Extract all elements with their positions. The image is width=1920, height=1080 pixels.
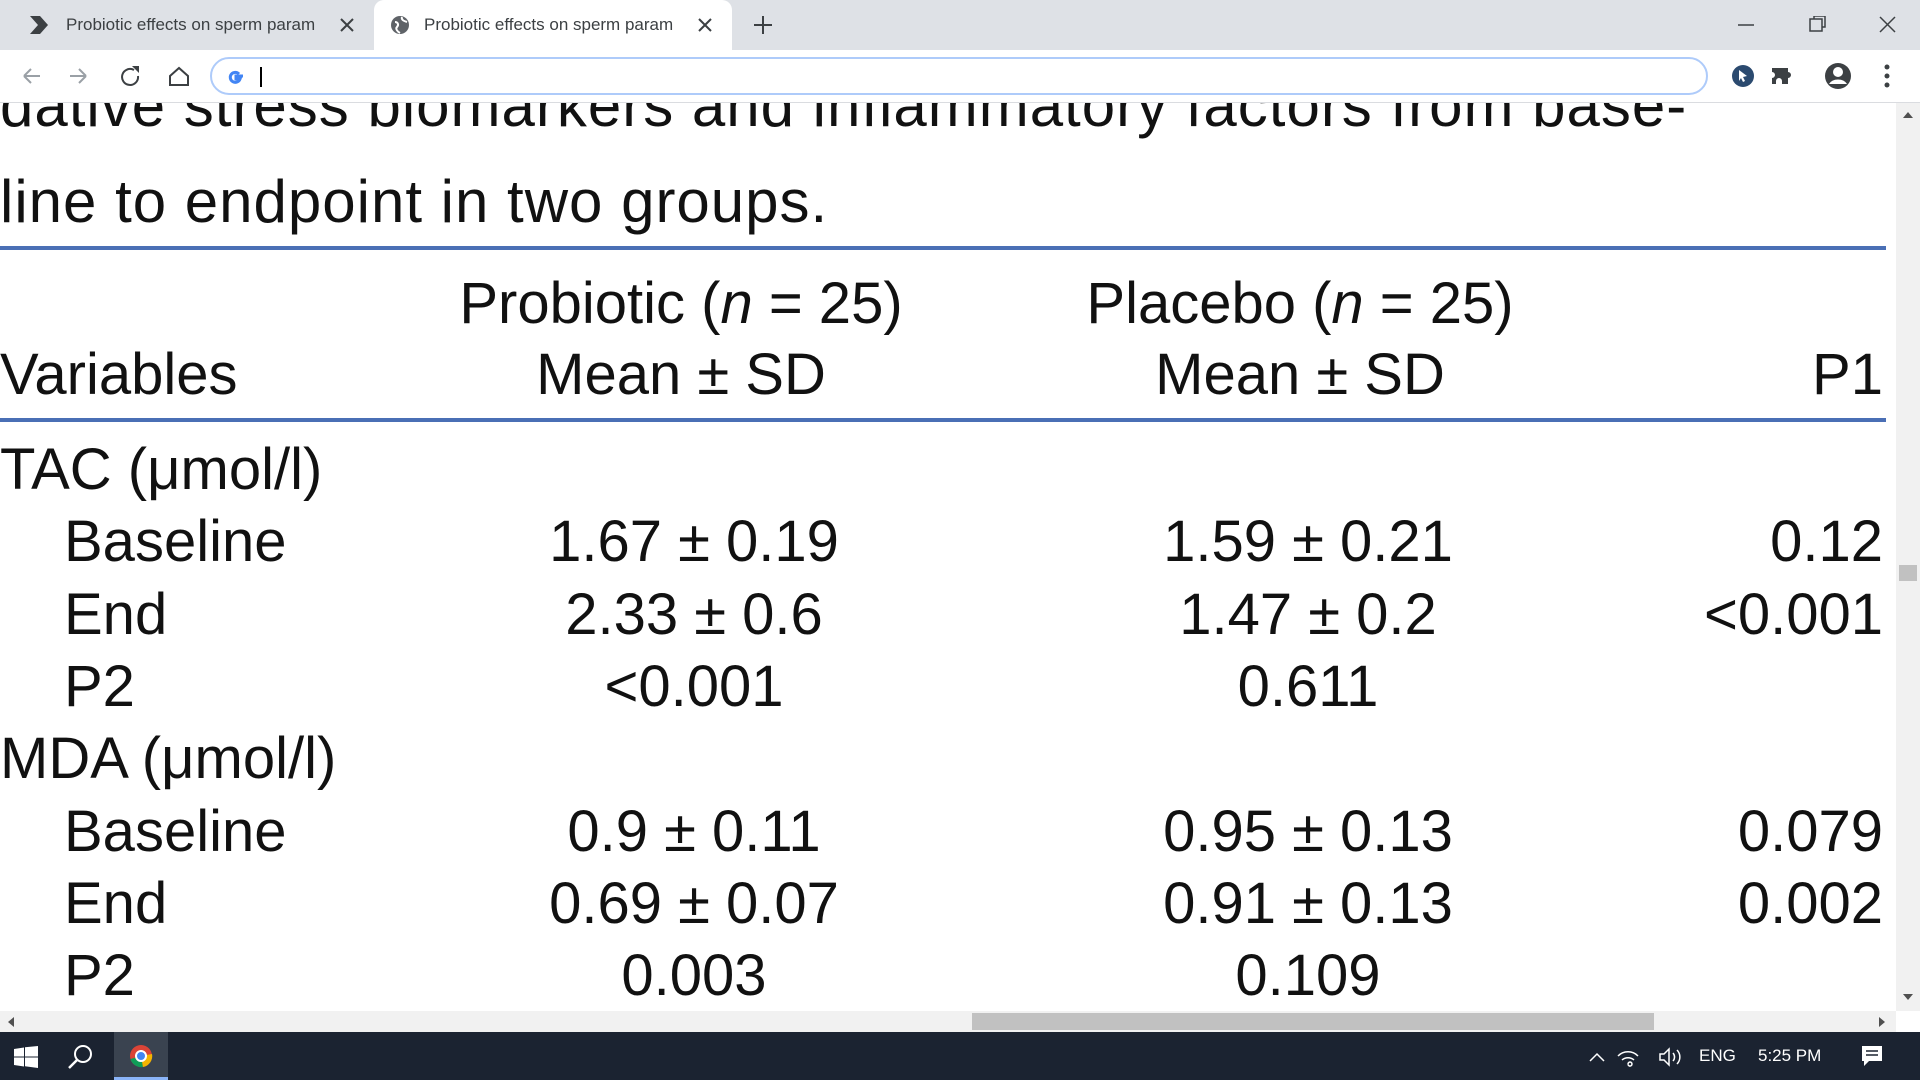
- google-icon: [228, 70, 243, 84]
- table-cell: 0.9 ± 0.11: [567, 798, 821, 864]
- group-header-part: = 25): [752, 271, 903, 336]
- table-cell: 0.611: [1237, 653, 1379, 719]
- table-cell: 1.59 ± 0.21: [1163, 509, 1453, 575]
- row-label: Baseline: [64, 798, 287, 864]
- tab-title: Probiotic effects on sperm param: [424, 15, 674, 34]
- close-tab[interactable]: [698, 18, 712, 32]
- caption-line: line to endpoint in two groups.: [0, 168, 829, 235]
- table-rule: [0, 246, 1886, 250]
- group-header-part: n: [1331, 271, 1364, 336]
- horizontal-scrollbar[interactable]: [0, 1011, 1896, 1032]
- chrome-taskbar-button[interactable]: [114, 1032, 168, 1080]
- vertical-scrollbar[interactable]: [1896, 103, 1920, 1011]
- table-cell: <0.001: [1703, 581, 1883, 647]
- column-header: Mean ± SD: [1155, 342, 1445, 407]
- text-cursor: [260, 67, 262, 87]
- section-title: MDA (μmol/l): [0, 726, 337, 792]
- table-rule: [0, 418, 1886, 422]
- table-cell: 0.003: [621, 943, 767, 1009]
- table-cell: 0.002: [1737, 870, 1883, 936]
- table-cell: 0.109: [1235, 943, 1381, 1009]
- row-label: Baseline: [64, 509, 287, 575]
- system-tray[interactable]: [1588, 1046, 1688, 1068]
- tab-bar: Probiotic effects on sperm param Probiot…: [0, 0, 1920, 50]
- scroll-up[interactable]: [1903, 111, 1913, 119]
- row-label: End: [64, 870, 168, 936]
- group-header-part: n: [720, 271, 753, 336]
- nav-buttons[interactable]: [20, 64, 190, 88]
- close-tab[interactable]: [340, 18, 354, 32]
- table-cell: 0.95 ± 0.13: [1163, 798, 1453, 864]
- section-title: TAC (μmol/l): [0, 437, 323, 502]
- scroll-down[interactable]: [1903, 993, 1913, 1001]
- extension-icons[interactable]: [1730, 62, 1910, 90]
- action-center[interactable]: [1860, 1044, 1884, 1068]
- scroll-right[interactable]: [1878, 1017, 1886, 1027]
- chrome-icon: [130, 1045, 153, 1068]
- group-header: Placebo (n = 25): [1086, 275, 1513, 333]
- taskbar: ENG 5:25 PM: [0, 1032, 1920, 1080]
- group-header-part: Placebo (: [1086, 271, 1332, 336]
- group-header-part: Probiotic (: [459, 271, 721, 336]
- column-header: Variables: [0, 342, 238, 407]
- table-cell: 1.47 ± 0.2: [1179, 581, 1437, 647]
- column-header: P1: [1812, 342, 1883, 407]
- toolbar: [0, 50, 1920, 103]
- group-header-part: = 25): [1363, 271, 1514, 336]
- scroll-thumb[interactable]: [1899, 565, 1917, 581]
- search-button[interactable]: [68, 1044, 94, 1070]
- new-tab[interactable]: [754, 16, 772, 34]
- table-cell: 0.079: [1737, 798, 1883, 864]
- table-cell: 0.12: [1770, 509, 1883, 575]
- table-cell: 0.91 ± 0.13: [1163, 870, 1453, 936]
- row-label: End: [64, 581, 168, 647]
- tab-icon: [391, 16, 409, 34]
- table-cell: 0.69 ± 0.07: [549, 870, 839, 936]
- language-indicator[interactable]: ENG: [1699, 1046, 1736, 1065]
- table-cell: 1.67 ± 0.19: [549, 509, 839, 575]
- start-button[interactable]: [14, 1046, 38, 1068]
- scroll-left[interactable]: [7, 1017, 15, 1027]
- row-label: P2: [64, 653, 135, 719]
- table-cell: 2.33 ± 0.6: [565, 581, 823, 647]
- tab-icon: [30, 16, 48, 34]
- window-controls[interactable]: [1738, 16, 1898, 34]
- row-label: P2: [64, 943, 135, 1009]
- tab-title: Probiotic effects on sperm param: [66, 15, 316, 34]
- group-header: Probiotic (n = 25): [459, 275, 902, 333]
- address-bar[interactable]: [210, 57, 1708, 95]
- clock[interactable]: 5:25 PM: [1758, 1046, 1822, 1065]
- column-header: Mean ± SD: [536, 342, 826, 407]
- tab[interactable]: Probiotic effects on sperm param: [0, 0, 370, 50]
- caption-line: dative stress biomarkers and inflammator…: [0, 103, 1688, 139]
- scroll-thumb[interactable]: [972, 1013, 1654, 1030]
- tab-active[interactable]: Probiotic effects on sperm param: [374, 0, 732, 50]
- table-cell: <0.001: [604, 653, 784, 719]
- document-view: dative stress biomarkers and inflammator…: [0, 103, 1896, 1011]
